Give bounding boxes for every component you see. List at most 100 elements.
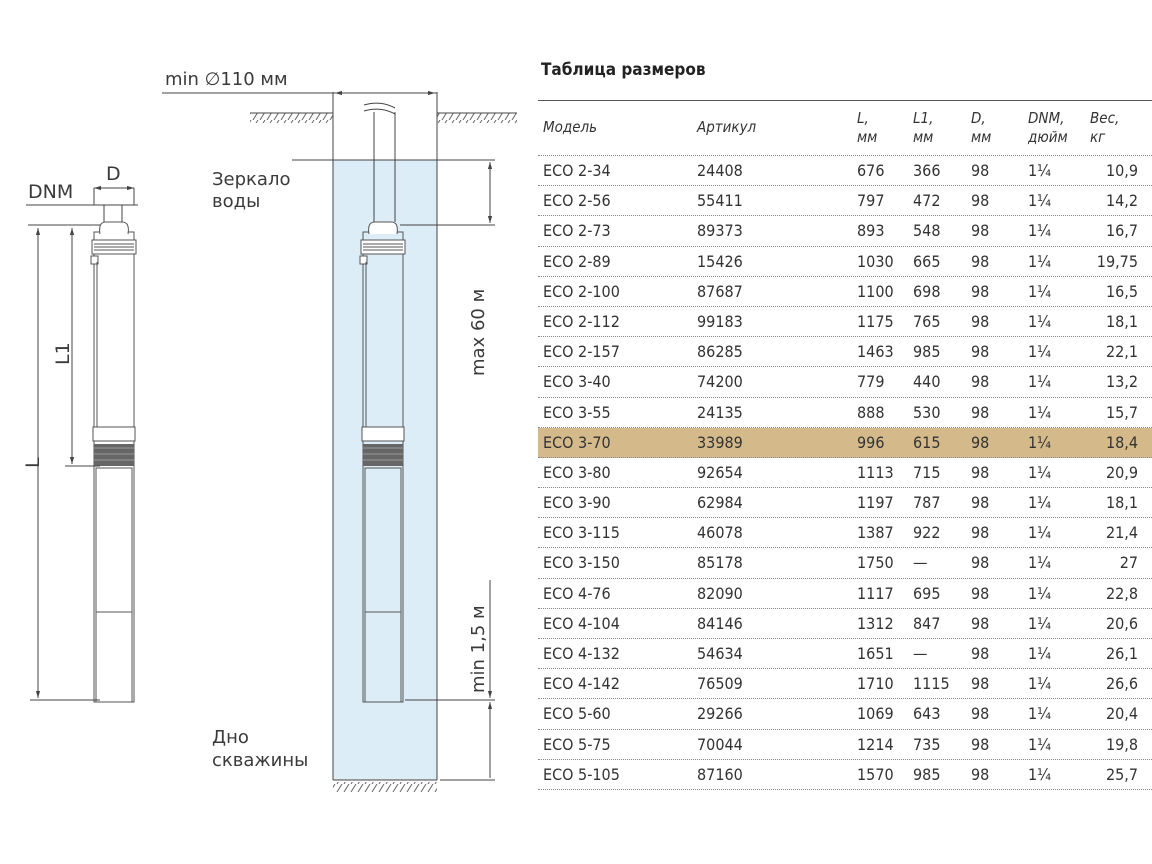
cell-d: 98: [971, 764, 990, 784]
cell-weight: 25,7: [1105, 764, 1138, 784]
header-article: Артикул: [697, 118, 756, 137]
cell-l1: 847: [913, 613, 941, 633]
cell-d: 98: [971, 281, 990, 301]
cell-l: 1113: [857, 462, 894, 482]
header-text: кг: [1090, 128, 1106, 146]
header-text: мм: [857, 128, 878, 146]
cell-model: ECO 2-89: [543, 251, 611, 271]
cell-weight: 26,1: [1105, 644, 1138, 663]
cell-l1: 765: [913, 311, 941, 331]
d-label: D: [106, 163, 121, 185]
cell-l1: —: [913, 553, 928, 573]
cell-d: 98: [971, 372, 990, 392]
l1-label: L1: [52, 342, 74, 365]
cell-article: 85178: [697, 553, 743, 573]
cell-dnm: 1¼: [1028, 161, 1052, 180]
cell-l: 1197: [857, 493, 894, 513]
cell-l1: 787: [913, 493, 941, 513]
cell-l: 1117: [857, 583, 894, 603]
cell-l: 676: [857, 161, 885, 180]
cell-article: 87687: [697, 281, 743, 301]
cell-model: ECO 2-34: [543, 161, 611, 180]
cell-article: 70044: [697, 734, 743, 754]
cell-d: 98: [971, 161, 990, 180]
cell-article: 15426: [697, 251, 743, 271]
cell-weight: 13,2: [1105, 372, 1138, 392]
cell-dnm: 1¼: [1028, 462, 1052, 482]
cell-weight: 16,5: [1105, 281, 1138, 301]
cell-l1: 615: [913, 432, 941, 452]
cell-dnm: 1¼: [1028, 553, 1052, 573]
table-row: ECO 3-40 74200 779 440 98 1¼ 13,2: [538, 367, 1152, 398]
cell-dnm: 1¼: [1028, 402, 1052, 422]
dimension-lines: [26, 185, 138, 701]
cell-model: ECO 3-80: [543, 462, 611, 482]
header-text: Артикул: [697, 118, 757, 136]
cell-l: 797: [857, 191, 885, 211]
water-area: [333, 160, 437, 780]
header-text: Модель: [543, 118, 598, 136]
table-row: ECO 5-105 87160 1570 985 98 1¼ 25,7: [538, 760, 1152, 790]
cell-d: 98: [971, 674, 990, 694]
cell-dnm: 1¼: [1028, 251, 1052, 271]
table-row: ECO 2-89 15426 1030 665 98 1¼ 19,75: [538, 247, 1152, 277]
cell-l: 1570: [857, 764, 894, 784]
cell-article: 87160: [697, 764, 743, 784]
cell-l: 893: [857, 221, 885, 241]
table-row: ECO 3-150 85178 1750 — 98 1¼ 27: [538, 548, 1152, 579]
cell-d: 98: [971, 493, 990, 513]
cell-l: 1651: [857, 644, 894, 663]
header-text: дюйм: [1028, 128, 1068, 146]
table-row: ECO 3-55 24135 888 530 98 1¼ 15,7: [538, 398, 1152, 428]
cell-article: 33989: [697, 432, 743, 452]
cell-d: 98: [971, 251, 990, 271]
cell-article: 55411: [697, 191, 743, 211]
table-row: ECO 3-70 33989 996 615 98 1¼ 18,4: [538, 427, 1152, 458]
cell-d: 98: [971, 704, 990, 724]
cell-weight: 26,6: [1105, 674, 1138, 694]
cell-weight: 22,8: [1105, 583, 1138, 603]
cell-weight: 27: [1119, 553, 1138, 573]
cell-dnm: 1¼: [1028, 674, 1052, 694]
cell-l1: 548: [913, 221, 941, 241]
cell-dnm: 1¼: [1028, 764, 1052, 784]
cell-dnm: 1¼: [1028, 583, 1052, 603]
pump-drawing: [90, 221, 137, 703]
cell-weight: 18,1: [1105, 311, 1138, 331]
pump-installation-diagram: DNM D L L1 min ∅110 мм Зеркало воды max 6…: [22, 69, 517, 792]
cell-l: 1710: [857, 674, 894, 694]
cell-dnm: 1¼: [1028, 523, 1052, 543]
cell-l1: 985: [913, 764, 941, 784]
table-row: ECO 2-100 87687 1100 698 98 1¼ 16,5: [538, 277, 1152, 307]
min-diameter-label: min ∅110 мм: [165, 69, 288, 90]
cell-l1: 665: [913, 251, 941, 271]
cell-article: 29266: [697, 704, 743, 724]
cell-l: 1175: [857, 311, 894, 331]
cell-weight: 10,9: [1105, 161, 1138, 180]
dnm-label: DNM: [28, 181, 73, 203]
cell-l: 1463: [857, 342, 894, 362]
cell-dnm: 1¼: [1028, 372, 1052, 392]
table-row: ECO 4-76 82090 1117 695 98 1¼ 22,8: [538, 579, 1152, 609]
cell-dnm: 1¼: [1028, 311, 1052, 331]
cell-d: 98: [971, 583, 990, 603]
cell-d: 98: [971, 553, 990, 573]
table-row: ECO 2-73 89373 893 548 98 1¼ 16,7: [538, 216, 1152, 247]
cell-article: 86285: [697, 342, 743, 362]
cell-l: 1750: [857, 553, 894, 573]
well-bottom-label: Дно скважины: [212, 727, 308, 771]
table-row: ECO 2-56 55411 797 472 98 1¼ 14,2: [538, 186, 1152, 217]
cell-article: 89373: [697, 221, 743, 241]
header-text: мм: [913, 128, 934, 146]
cell-article: 82090: [697, 583, 743, 603]
cell-article: 92654: [697, 462, 743, 482]
cell-weight: 16,7: [1105, 221, 1138, 241]
header-text: Вес,: [1090, 109, 1120, 127]
cell-article: 62984: [697, 493, 743, 513]
cell-weight: 19,8: [1105, 734, 1138, 754]
cell-d: 98: [971, 342, 990, 362]
header-d: D, мм: [971, 109, 991, 147]
table-row: ECO 2-34 24408 676 366 98 1¼ 10,9: [538, 156, 1152, 187]
cell-model: ECO 3-55: [543, 402, 611, 422]
header-weight: Вес, кг: [1090, 109, 1119, 147]
